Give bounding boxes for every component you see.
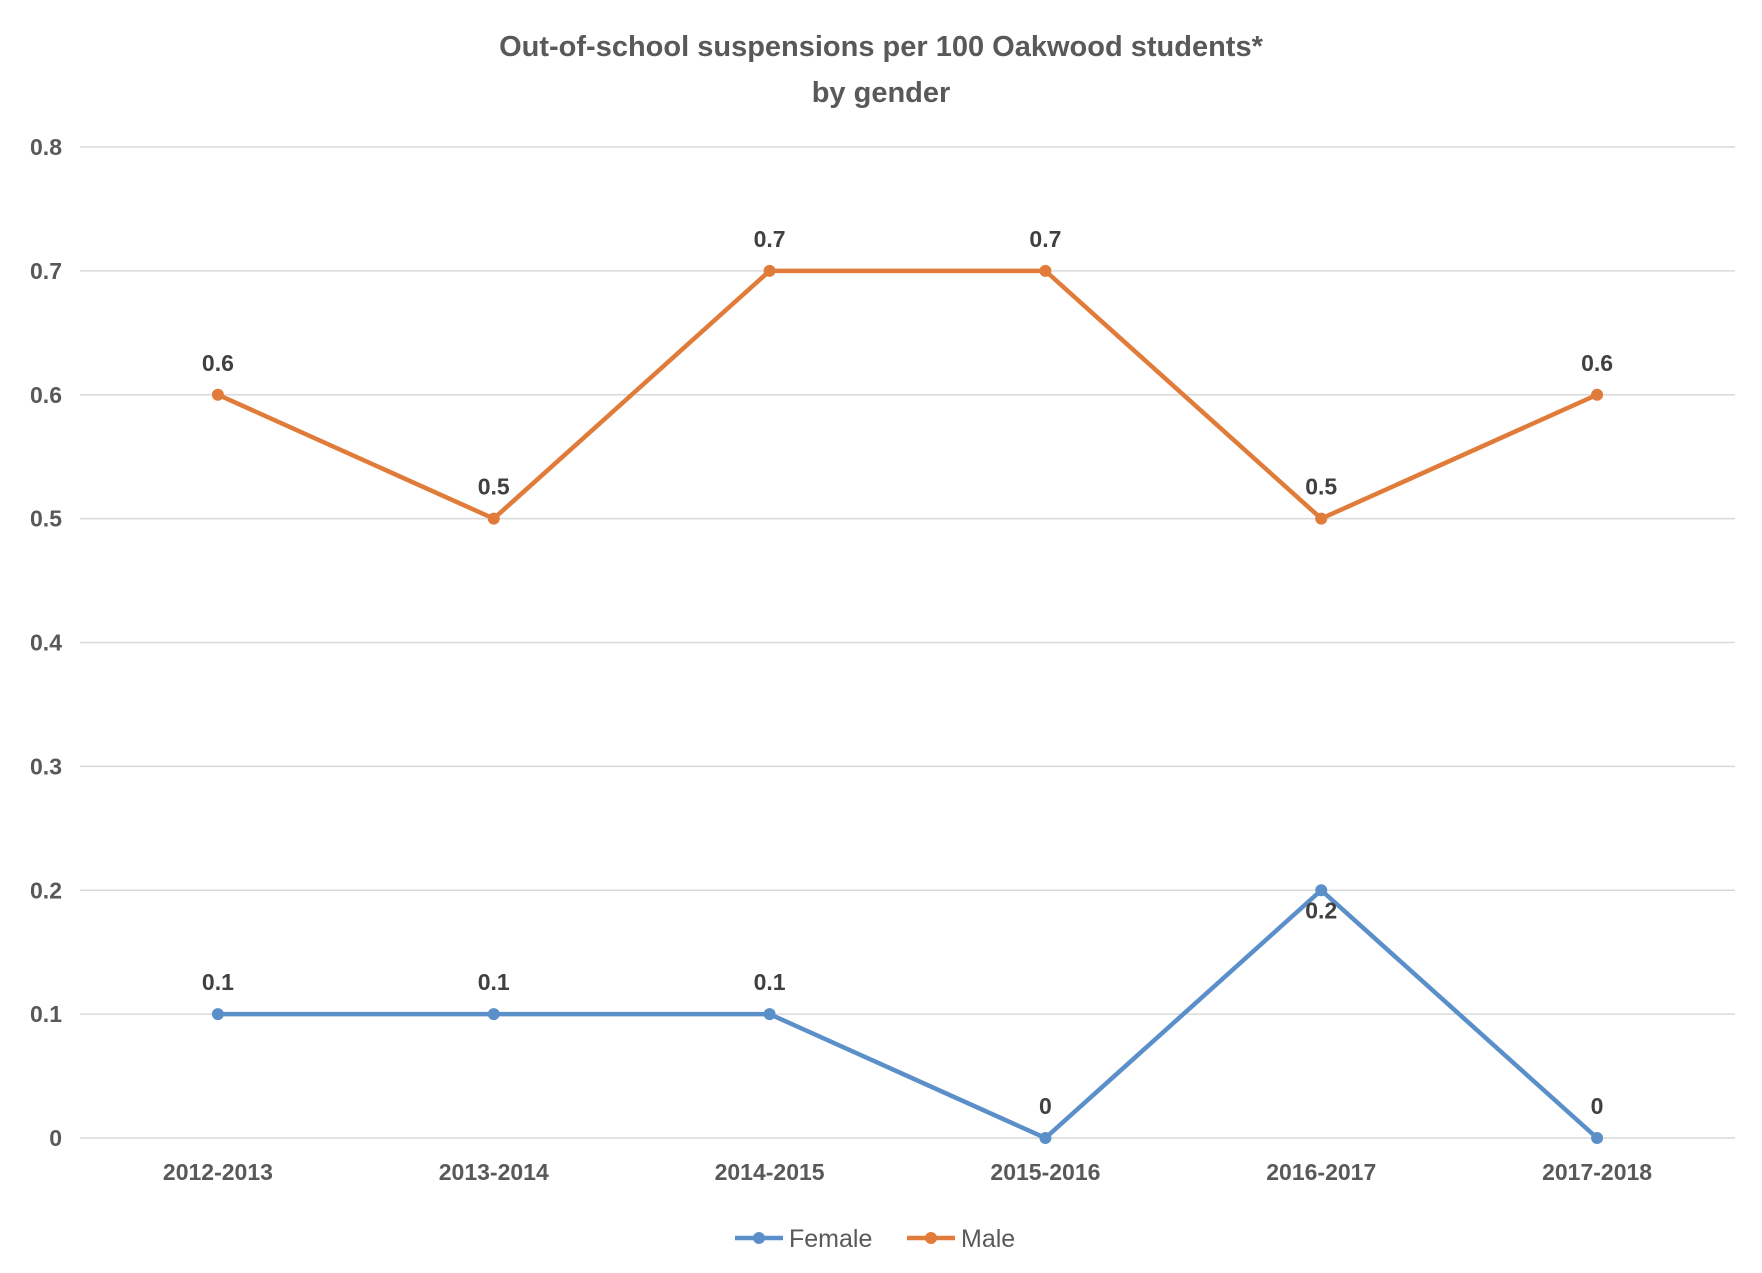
y-axis-ticks: 0 0.1 0.2 0.3 0.4 0.5 0.6 0.7 0.8 [30,134,62,1151]
data-point-female [487,1008,500,1021]
x-tick-label: 2015-2016 [990,1159,1100,1185]
data-label-female: 0.1 [478,969,510,995]
data-point-female [1315,884,1328,897]
data-label-male: 0.5 [1305,474,1337,500]
data-label-female: 0.2 [1305,897,1337,923]
data-point-female [763,1008,776,1021]
chart-title: Out-of-school suspensions per 100 Oakwoo… [499,31,1263,63]
data-point-female [1591,1132,1604,1144]
x-tick-label: 2012-2013 [163,1159,273,1185]
data-label-male: 0.7 [754,226,786,252]
legend-label: Male [961,1225,1015,1253]
data-point-male [1039,264,1052,277]
data-label-male: 0.6 [1581,350,1613,376]
y-tick-label: 0.5 [30,506,62,532]
x-tick-label: 2017-2018 [1542,1159,1652,1185]
data-point-female [211,1008,224,1021]
data-point-male [763,264,776,277]
data-label-female: 0.1 [754,969,786,995]
x-axis-ticks: 2012-2013 2013-2014 2014-2015 2015-2016 2016… [163,1159,1652,1185]
y-tick-label: 0.3 [30,753,62,779]
series-lines [211,264,1604,1144]
data-label-male: 0.7 [1029,226,1061,252]
data-point-female [1039,1132,1052,1144]
data-point-male [1591,388,1604,401]
data-point-male [211,388,224,401]
data-point-male [1315,512,1328,525]
x-tick-label: 2013-2014 [439,1159,549,1185]
chart-subtitle: by gender [812,77,951,109]
y-tick-label: 0.7 [30,258,62,284]
data-label-female: 0.1 [202,969,234,995]
data-label-male: 0.6 [202,350,234,376]
data-labels: 0.1 0.1 0.1 0 0.2 0 0.6 0.5 0.7 0.7 0.5 0.6 [202,226,1613,1119]
legend-marker-male [925,1232,937,1244]
gridlines [80,146,1735,1139]
data-label-female: 0 [1039,1093,1052,1119]
legend-item-female: Female [735,1225,872,1253]
series-line-female [215,888,1600,1141]
data-label-female: 0 [1591,1093,1604,1119]
y-tick-label: 0 [49,1125,62,1151]
y-tick-label: 0.8 [30,134,62,160]
x-tick-label: 2014-2015 [715,1159,825,1185]
legend-label: Female [789,1225,872,1253]
legend: Female Male [735,1225,1015,1253]
legend-item-male: Male [907,1225,1015,1253]
data-label-male: 0.5 [478,474,510,500]
y-tick-label: 0.4 [30,630,62,656]
x-tick-label: 2016-2017 [1266,1159,1376,1185]
y-tick-label: 0.6 [30,382,62,408]
y-tick-label: 0.2 [30,877,62,903]
data-point-male [487,512,500,525]
legend-marker-female [753,1232,765,1244]
series-line-male [215,268,1600,521]
y-tick-label: 0.1 [30,1001,62,1027]
